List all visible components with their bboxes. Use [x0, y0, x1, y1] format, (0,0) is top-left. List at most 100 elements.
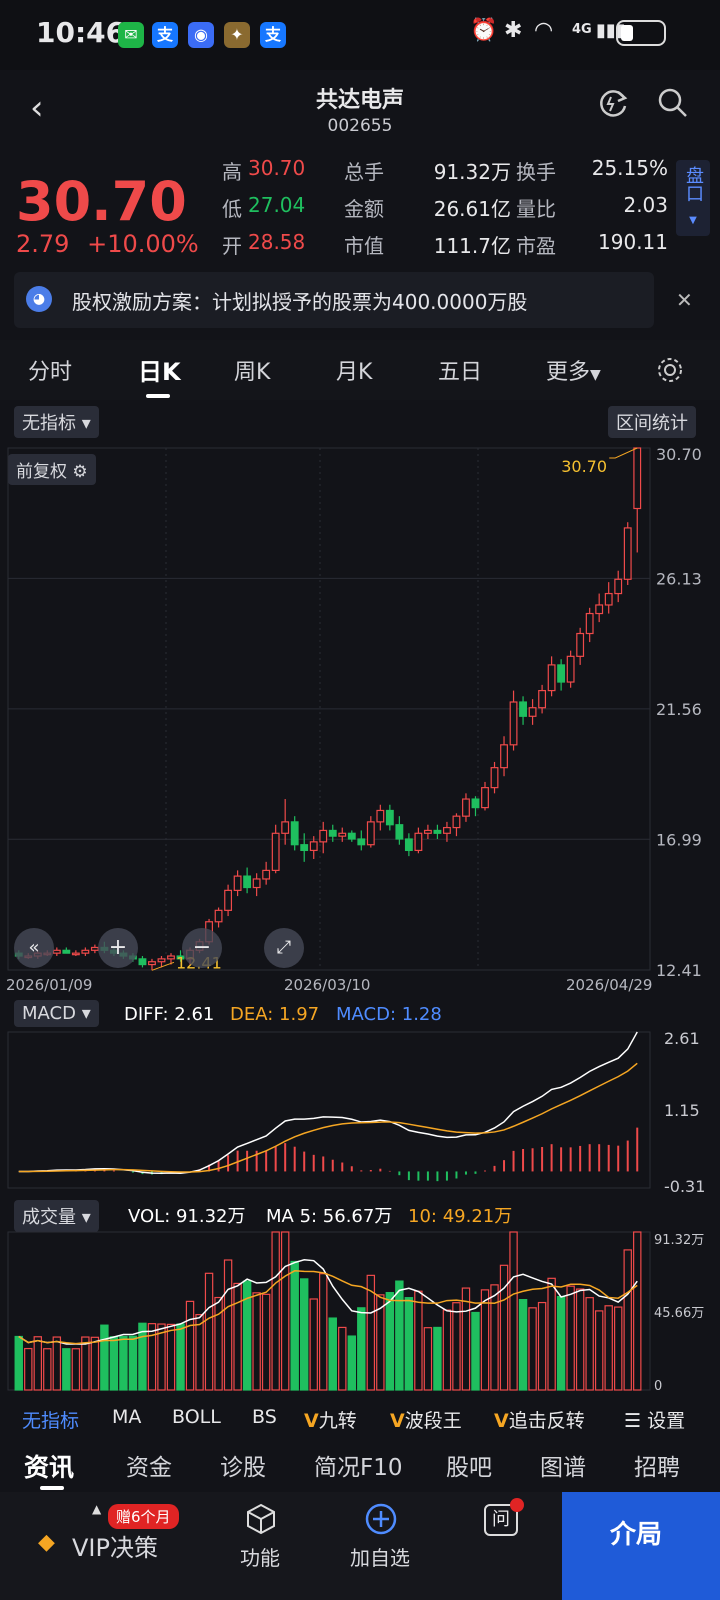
y-tick-label: 1.15	[664, 1101, 700, 1120]
candle-body	[138, 958, 147, 966]
candle-body	[71, 952, 80, 956]
stock-name: 共达电声	[315, 88, 404, 113]
refresh-icon[interactable]	[596, 86, 630, 120]
alarm-icon: ⏰	[470, 18, 498, 43]
volume-bar	[214, 1296, 223, 1391]
nav-add-watchlist[interactable]: 加自选	[350, 1546, 410, 1570]
diamond-icon: ◆	[38, 1530, 55, 1555]
quote-label: 换手	[516, 160, 556, 184]
wechat-icon: ✉	[118, 22, 144, 48]
volume-bar	[604, 1305, 613, 1391]
expand-icon[interactable]: ⤢	[264, 928, 304, 968]
adjust-dropdown[interactable]: 前复权 ⚙	[8, 454, 96, 485]
indicator-boduanwang[interactable]: V波段王	[390, 1406, 462, 1433]
volume-bar	[623, 1249, 632, 1391]
candle-body	[576, 632, 585, 657]
candle-body	[614, 578, 623, 595]
tab-funds[interactable]: 资金	[126, 1455, 172, 1481]
quote-label: 市值	[344, 234, 384, 258]
tab-news[interactable]: 资讯	[24, 1453, 75, 1482]
tab-jobs[interactable]: 招聘	[634, 1455, 680, 1481]
indicator-settings[interactable]: ☰ 设置	[624, 1406, 685, 1433]
gear-icon[interactable]	[656, 356, 684, 384]
tab-forum[interactable]: 股吧	[446, 1455, 492, 1481]
tab-diagnosis[interactable]: 诊股	[220, 1455, 266, 1481]
candle-body	[538, 689, 547, 709]
volume-bar	[157, 1323, 166, 1391]
macd-chart[interactable]: 2.61 1.15 -0.31	[0, 1026, 720, 1196]
trade-button[interactable]: 介局	[562, 1492, 720, 1600]
info-tabs: 资讯 资金 诊股 简况F10 股吧 图谱 招聘	[0, 1440, 720, 1492]
tab-weekly-k[interactable]: 周K	[234, 360, 271, 385]
volume-bar	[547, 1277, 556, 1391]
volume-bar	[490, 1284, 499, 1391]
y-tick-label: 0	[654, 1379, 662, 1394]
indicator-dropdown[interactable]: 无指标 ▾	[14, 406, 99, 438]
tab-daily-k[interactable]: 日K	[138, 358, 181, 386]
rewind-icon[interactable]: «	[14, 928, 54, 968]
nav-ask-label: 问	[492, 1509, 510, 1530]
candle-body	[557, 664, 566, 683]
indicator-none[interactable]: 无指标	[22, 1410, 80, 1432]
x-tick-label: 2026/03/10	[284, 976, 370, 994]
volume-bar	[442, 1309, 452, 1391]
y-tick-label: 26.13	[656, 569, 702, 588]
candle-body	[281, 821, 290, 834]
indicator-zhuiji[interactable]: V追击反转	[494, 1406, 585, 1433]
candle-body	[404, 838, 413, 852]
pankou-tab[interactable]: 盘口 ▼	[676, 160, 710, 236]
tab-monthly-k[interactable]: 月K	[336, 360, 373, 385]
price-change: 2.79 +10.00%	[16, 230, 199, 258]
macd-diff: DIFF: 2.61	[124, 1004, 215, 1025]
quote-panel: 30.70 2.79 +10.00% 高 30.70 总手 91.32万 换手 25.15…	[0, 150, 720, 270]
tab-f10[interactable]: 简况F10	[314, 1455, 403, 1481]
candle-body	[243, 875, 252, 889]
zoom-in-icon[interactable]: +	[98, 928, 138, 968]
quote-value: 111.7亿	[433, 234, 511, 258]
back-icon[interactable]: ‹	[30, 88, 44, 128]
volume-bar	[233, 1282, 242, 1391]
y-tick-label: 21.56	[656, 700, 702, 719]
v-icon: V	[494, 1410, 509, 1432]
volume-bar	[52, 1336, 62, 1391]
search-icon[interactable]	[656, 86, 690, 120]
indicator-jiuzhuan[interactable]: V九转	[304, 1406, 357, 1433]
candle-body	[547, 664, 556, 692]
adjust-label: 前复权	[16, 462, 67, 482]
game-icon: ✦	[224, 22, 250, 48]
indicator-boduanwang-label: 波段王	[404, 1410, 462, 1432]
tab-more[interactable]: 更多▼	[546, 360, 601, 385]
nav-functions[interactable]: 功能	[240, 1546, 280, 1570]
volume-bar	[357, 1307, 366, 1391]
indicator-bs[interactable]: BS	[252, 1406, 277, 1428]
volume-bar	[195, 1313, 204, 1391]
v-icon: V	[390, 1410, 405, 1432]
tab-graph[interactable]: 图谱	[540, 1455, 586, 1481]
volume-bar	[204, 1272, 214, 1391]
volume-bar	[223, 1259, 233, 1391]
volume-bar	[252, 1292, 261, 1391]
plot-frame	[7, 1031, 651, 1189]
candle-body	[414, 832, 423, 852]
candlestick-chart[interactable]: 30.70 26.13 21.56 16.99 12.41 2026/01/09 2026/…	[0, 440, 720, 1000]
y-tick-label: 16.99	[656, 830, 702, 849]
quote-value: 30.70	[248, 156, 306, 180]
volume-bar	[395, 1280, 404, 1391]
tab-intraday[interactable]: 分时	[28, 360, 73, 385]
tab-five-day[interactable]: 五日	[438, 360, 483, 385]
volume-chart[interactable]: 91.32万 45.66万 0	[0, 1226, 720, 1396]
range-stat-button[interactable]: 区间统计	[608, 406, 696, 438]
volume-bar	[338, 1326, 347, 1391]
indicator-ma[interactable]: MA	[112, 1406, 142, 1428]
notice-banner[interactable]: ◕ 股权激励方案：计划拟授予的股票为400.0000万股	[14, 272, 654, 328]
zoom-out-icon[interactable]: −	[182, 928, 222, 968]
nav-vip[interactable]: VIP决策	[72, 1534, 158, 1562]
nav-ask[interactable]: 问	[484, 1504, 518, 1536]
close-icon[interactable]: ✕	[676, 288, 693, 312]
volume-dropdown[interactable]: 成交量 ▾	[14, 1200, 99, 1232]
battery-icon	[616, 20, 666, 46]
tab-more-label: 更多	[546, 360, 591, 385]
volume-bar	[166, 1323, 176, 1391]
indicator-boll[interactable]: BOLL	[172, 1406, 221, 1428]
macd-dropdown[interactable]: MACD ▾	[14, 1000, 99, 1027]
